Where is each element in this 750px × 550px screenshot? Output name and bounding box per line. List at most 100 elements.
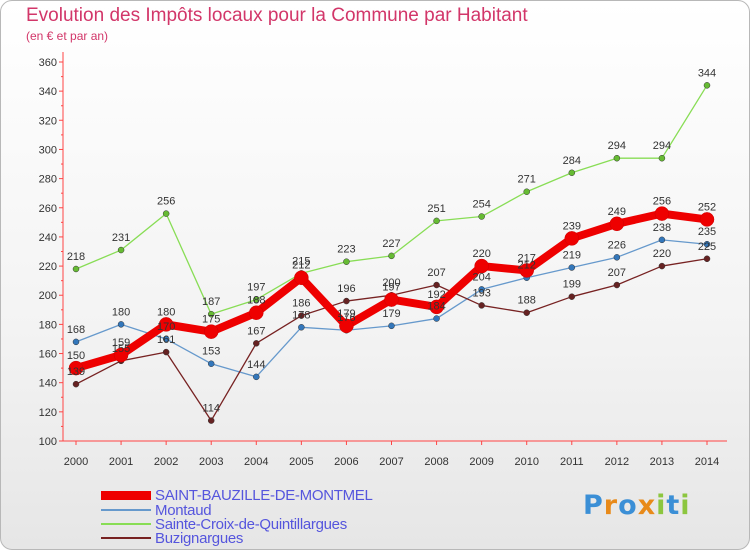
- data-label: 204: [472, 271, 490, 283]
- data-label: 155: [112, 343, 130, 355]
- y-tick-label: 180: [39, 319, 57, 331]
- data-label: 212: [518, 260, 536, 272]
- data-label: 114: [202, 403, 220, 415]
- data-label: 175: [202, 314, 220, 326]
- data-point: [519, 263, 534, 278]
- y-tick-label: 200: [39, 290, 57, 302]
- x-tick-label: 2001: [109, 456, 133, 468]
- data-point: [253, 373, 260, 381]
- logo-letter: t: [666, 490, 681, 521]
- data-point: [433, 217, 440, 225]
- x-tick-label: 2005: [289, 456, 313, 468]
- data-point: [158, 317, 174, 332]
- data-point: [658, 154, 666, 162]
- legend-label: Montaud: [155, 501, 212, 519]
- data-label: 226: [608, 239, 626, 251]
- y-tick-label: 300: [39, 144, 57, 156]
- data-point: [298, 312, 305, 319]
- data-point: [658, 262, 666, 270]
- data-label: 239: [563, 220, 581, 232]
- data-point: [568, 169, 576, 177]
- data-point: [68, 360, 84, 376]
- x-tick-label: 2003: [199, 456, 223, 468]
- data-label: 294: [608, 140, 626, 152]
- data-label: 186: [292, 298, 310, 310]
- x-tick-label: 2013: [650, 456, 674, 468]
- data-point: [433, 281, 440, 289]
- legend-label: Buzignargues: [155, 529, 244, 547]
- data-point: [609, 216, 625, 232]
- y-tick-label: 260: [39, 203, 57, 215]
- legend-swatch: [101, 490, 151, 500]
- data-point: [703, 240, 711, 248]
- legend-item-buzignargues: Buzignargues: [101, 529, 244, 547]
- x-tick-label: 2008: [424, 456, 448, 468]
- data-point: [523, 309, 530, 316]
- data-point: [699, 212, 715, 227]
- data-point: [613, 154, 621, 162]
- data-point: [474, 258, 489, 274]
- data-point: [654, 206, 670, 221]
- data-point: [658, 236, 666, 244]
- chart-title: Evolution des Impôts locaux pour la Comm…: [26, 5, 528, 26]
- data-label: 170: [157, 321, 175, 333]
- x-tick-label: 2006: [334, 456, 358, 468]
- logo-letter: i: [656, 490, 667, 521]
- data-label: 235: [698, 226, 716, 238]
- logo-letter: P: [583, 490, 604, 521]
- data-point: [343, 297, 350, 305]
- x-tick-label: 2009: [469, 456, 493, 468]
- data-point: [117, 246, 125, 254]
- data-label: 218: [67, 251, 85, 263]
- data-label: 254: [472, 199, 490, 211]
- data-label: 220: [653, 248, 671, 260]
- data-point: [253, 296, 260, 303]
- data-point: [72, 380, 80, 388]
- data-label: 220: [472, 248, 490, 260]
- legend-swatch: [101, 523, 151, 525]
- legend-swatch: [101, 509, 151, 511]
- data-labels-layer: 218 231 256 187 197 215 223 227 251 254 271 284 294 2…: [67, 67, 716, 414]
- data-label: 252: [698, 201, 716, 213]
- data-point: [478, 302, 485, 309]
- data-point: [433, 315, 440, 322]
- data-point: [113, 347, 129, 363]
- data-label: 249: [608, 206, 626, 218]
- data-point: [388, 322, 395, 330]
- data-point: [613, 281, 621, 289]
- data-point: [703, 82, 711, 89]
- data-point: [162, 348, 170, 356]
- data-point: [343, 258, 350, 265]
- y-tick-label: 100: [39, 436, 57, 448]
- data-label: 284: [563, 155, 581, 167]
- data-point: [162, 210, 170, 217]
- data-label: 159: [112, 337, 130, 349]
- data-label: 215: [292, 255, 310, 267]
- legend-label: Sainte-Croix-de-Quintillargues: [155, 515, 347, 533]
- y-tick-label: 320: [39, 115, 57, 127]
- y-tick-label: 280: [39, 174, 57, 186]
- data-label: 167: [247, 325, 265, 337]
- data-label: 188: [247, 295, 265, 307]
- data-point: [253, 340, 260, 347]
- y-tick-label: 340: [39, 86, 57, 98]
- data-label: 231: [112, 232, 130, 244]
- y-tick-label: 160: [39, 349, 57, 361]
- data-point: [478, 286, 485, 293]
- data-label: 200: [382, 277, 400, 289]
- data-point: [72, 338, 80, 346]
- data-label: 188: [518, 295, 536, 307]
- data-point: [294, 270, 309, 285]
- data-point: [72, 265, 80, 273]
- x-tick-label: 2000: [64, 456, 88, 468]
- data-label: 180: [157, 306, 175, 318]
- data-point: [703, 255, 711, 263]
- data-point: [339, 318, 354, 334]
- data-point: [207, 360, 215, 367]
- data-point: [568, 264, 576, 271]
- x-tick-label: 2010: [514, 456, 538, 468]
- data-label: 150: [67, 350, 85, 362]
- data-label: 344: [698, 67, 716, 79]
